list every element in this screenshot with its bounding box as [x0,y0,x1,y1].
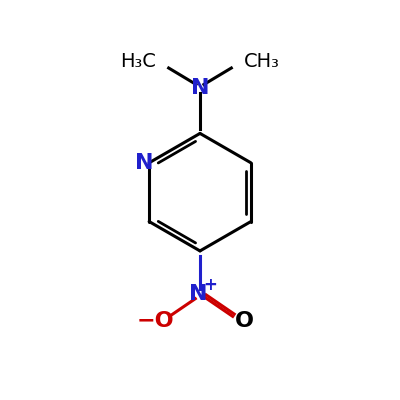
Text: N: N [191,78,209,98]
Text: +: + [204,276,218,294]
Text: O: O [235,312,254,332]
Text: N: N [189,284,207,304]
Text: CH₃: CH₃ [244,52,280,71]
Text: N: N [135,153,154,173]
Text: H₃C: H₃C [120,52,156,71]
Text: −O: −O [137,312,174,332]
